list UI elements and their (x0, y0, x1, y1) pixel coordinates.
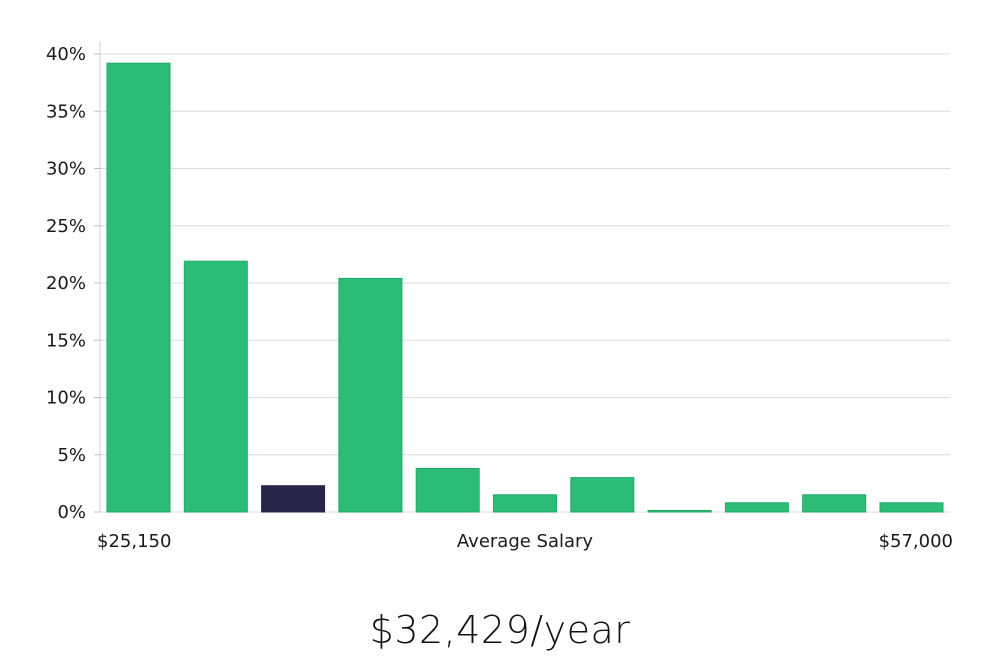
y-tick-label: 15% (46, 330, 86, 351)
bar (493, 494, 557, 513)
bar (802, 494, 867, 513)
x-axis-max-label: $57,000 (879, 531, 953, 552)
bar (570, 477, 635, 513)
bar (724, 502, 789, 513)
y-tick-label: 5% (57, 445, 86, 466)
y-tick-label: 35% (46, 101, 86, 122)
y-axis-ticks: 0% 5% 10% 15% 20% 25% 30% 35% 40% (46, 44, 100, 523)
y-tick-label: 25% (46, 216, 86, 237)
bar (415, 468, 480, 513)
x-axis-min-label: $25,150 (97, 531, 171, 552)
bar (879, 502, 944, 513)
bars (106, 62, 944, 513)
bar-highlighted (261, 485, 326, 513)
bar (106, 62, 171, 513)
y-tick-label: 40% (46, 44, 86, 65)
y-tick-label: 30% (46, 159, 86, 180)
bar (338, 277, 403, 513)
average-salary-value: $32,429/year (369, 608, 631, 652)
bar (647, 510, 712, 513)
y-tick-label: 10% (46, 388, 86, 409)
bar (183, 260, 248, 513)
x-axis-title: Average Salary (457, 531, 594, 552)
y-tick-label: 20% (46, 273, 86, 294)
salary-histogram: 0% 5% 10% 15% 20% 25% 30% 35% 40% $25,150 Averag… (46, 42, 953, 552)
y-tick-label: 0% (57, 502, 86, 523)
